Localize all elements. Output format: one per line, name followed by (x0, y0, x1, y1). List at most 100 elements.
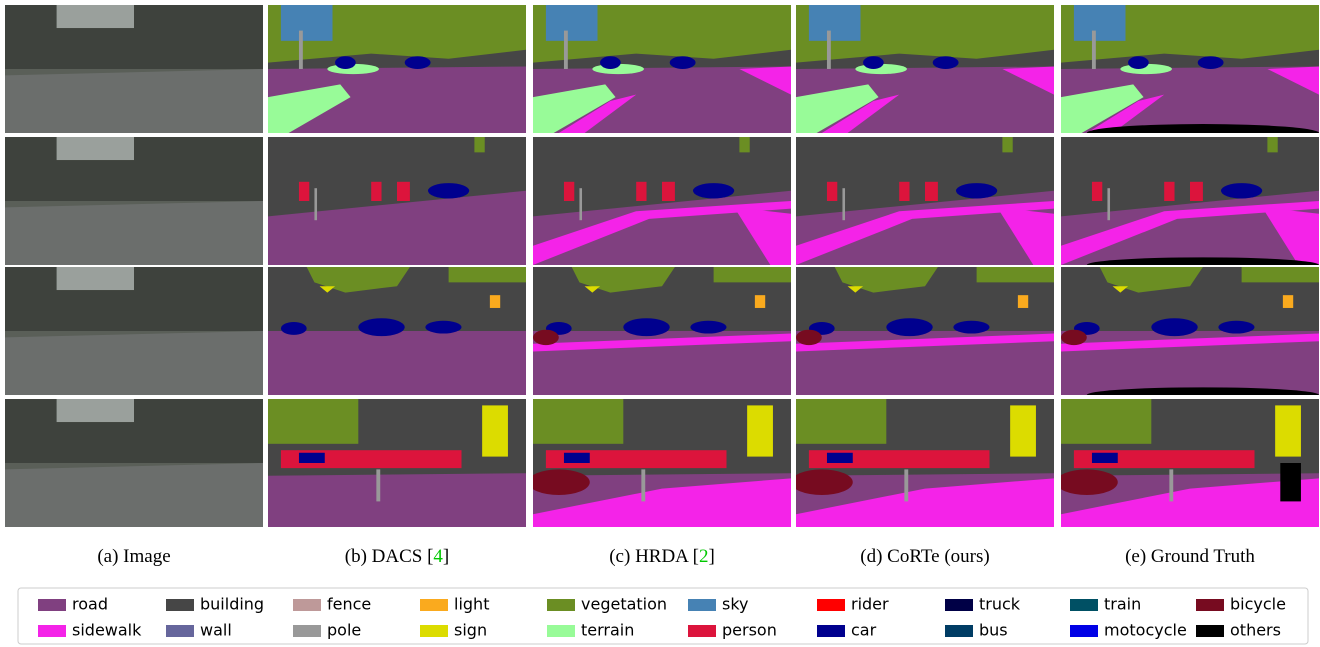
legend-label: light (454, 595, 489, 614)
segmentation-map (533, 137, 791, 265)
segmentation-map (268, 267, 526, 395)
segment (1275, 405, 1301, 456)
figure: (a) Image (b) DACS [4] (c) HRDA [2] (d) CoR… (0, 0, 1320, 647)
segment (449, 267, 526, 282)
segment (299, 182, 309, 201)
segment (281, 322, 307, 335)
photo (5, 5, 263, 133)
legend-swatch (1070, 599, 1098, 611)
caption-text: (d) CoRTe (ours) (860, 546, 989, 567)
segment (1107, 188, 1110, 220)
segment (358, 318, 404, 336)
segment (623, 318, 669, 336)
caption-text: (e) Ground Truth (1125, 546, 1255, 567)
segmentation-map (796, 5, 1054, 133)
segmentation-map (796, 267, 1054, 395)
segment (268, 331, 526, 395)
segment (956, 183, 997, 198)
caption-text: (c) HRDA [ (609, 546, 699, 567)
photo-road (5, 69, 263, 133)
column-caption: (c) HRDA [2] (609, 546, 715, 567)
legend-label: bicycle (1230, 595, 1286, 614)
column-caption: (b) DACS [4] (345, 546, 450, 567)
segment (1164, 182, 1174, 201)
segment (977, 267, 1054, 282)
segment (863, 56, 884, 69)
segment (1092, 182, 1102, 201)
segmentation-map (268, 137, 526, 265)
segment (546, 5, 598, 41)
legend-label: wall (200, 621, 232, 640)
segmentation-map (528, 399, 791, 527)
segment (690, 321, 726, 334)
segment (482, 405, 508, 456)
segment (693, 183, 734, 198)
legend-swatch (945, 625, 973, 637)
column-caption: (e) Ground Truth (1125, 546, 1255, 567)
page: (a) Image (b) DACS [4] (c) HRDA [2] (d) CoR… (0, 0, 1320, 647)
segment (842, 188, 845, 220)
caption-text: (a) Image (97, 546, 170, 567)
segment (268, 473, 526, 527)
segment (474, 137, 484, 152)
legend-swatch (38, 599, 66, 611)
segment (335, 56, 356, 69)
legend-label: sidewalk (72, 621, 142, 640)
segment (1221, 183, 1262, 198)
segment (636, 182, 646, 201)
column-caption: (d) CoRTe (ours) (860, 546, 989, 567)
legend-label: others (1230, 621, 1281, 640)
legend-label: building (200, 595, 264, 614)
caption-text: (b) DACS [ (345, 546, 434, 567)
segmentation-map (268, 399, 526, 527)
segmentation-map (1061, 5, 1319, 142)
segment (428, 183, 469, 198)
segment (933, 56, 959, 69)
segmentation-map (1056, 399, 1319, 527)
segment (397, 182, 410, 201)
segment (564, 182, 574, 201)
segment (1002, 137, 1012, 152)
legend-label: car (851, 621, 877, 640)
column-caption: (a) Image (97, 546, 170, 567)
legend-swatch (688, 625, 716, 637)
segment (1242, 267, 1319, 282)
legend-swatch (945, 599, 973, 611)
photo-road (5, 331, 263, 395)
segment (670, 56, 696, 69)
legend-swatch (1070, 625, 1098, 637)
segment (662, 182, 675, 201)
citation: 4 (433, 546, 443, 567)
photo-sky (57, 399, 134, 422)
segment (1169, 469, 1173, 501)
segment (1074, 5, 1126, 41)
segmentation-map (791, 399, 1054, 527)
segment (886, 318, 932, 336)
legend-label: sky (722, 595, 749, 614)
segment (925, 182, 938, 201)
legend-label: sign (454, 621, 487, 640)
legend-label: person (722, 621, 777, 640)
legend-swatch (817, 625, 845, 637)
segment (1010, 405, 1036, 456)
legend-label: vegetation (581, 595, 667, 614)
segment (714, 267, 791, 282)
segment (899, 182, 909, 201)
segmentation-map (1061, 267, 1319, 403)
segment (533, 330, 559, 345)
segment (1056, 469, 1118, 495)
segment (1092, 31, 1096, 69)
segment (1280, 463, 1301, 501)
segment (314, 188, 317, 220)
segment (796, 330, 822, 345)
photo-road (5, 463, 263, 527)
photo-sky (57, 267, 134, 290)
legend-label: fence (327, 595, 371, 614)
caption-close: ] (443, 546, 449, 567)
segment (564, 453, 590, 463)
segment (739, 137, 749, 152)
legend-swatch (38, 625, 66, 637)
legend-swatch (688, 599, 716, 611)
legend-swatch (293, 625, 321, 637)
segment (600, 56, 621, 69)
